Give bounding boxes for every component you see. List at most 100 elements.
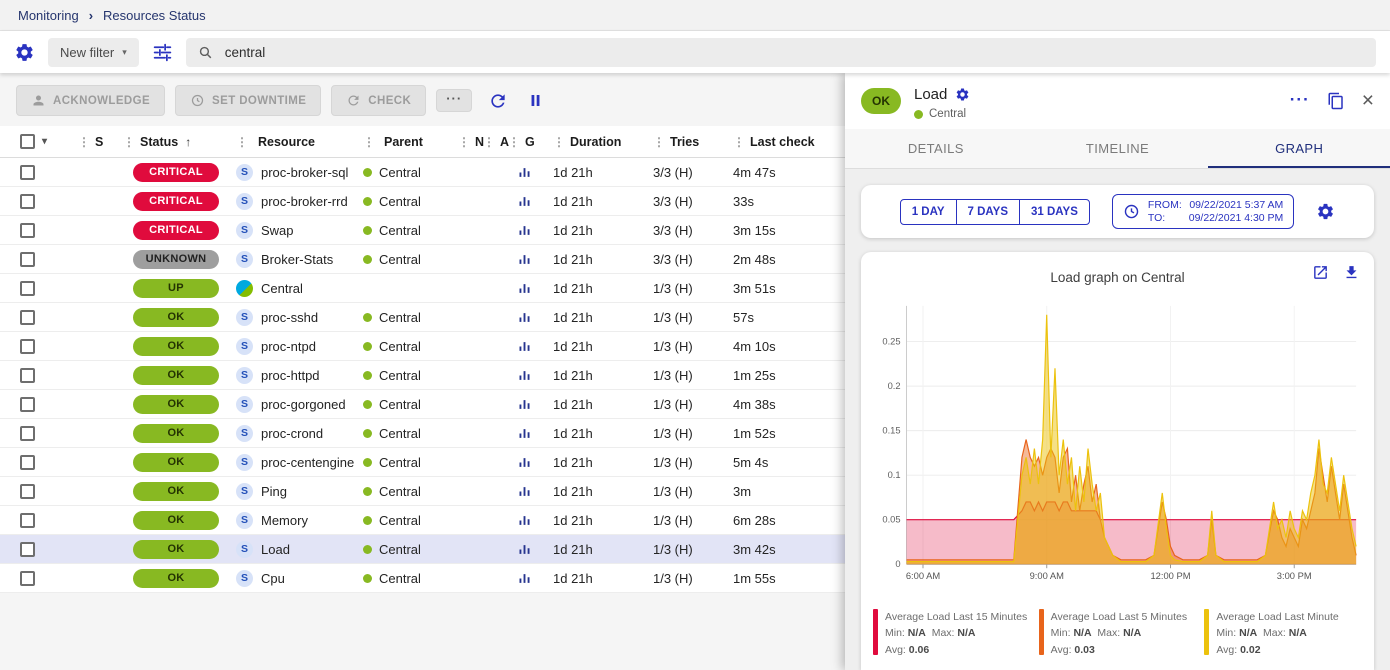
- table-row[interactable]: OK S Ping Central 1d 21h 1/3 (H) 3m: [0, 477, 845, 506]
- copy-link-icon[interactable]: [1327, 92, 1345, 110]
- resource-name[interactable]: Central: [261, 280, 303, 296]
- tab-timeline[interactable]: TIMELINE: [1085, 141, 1150, 156]
- graph-icon[interactable]: [517, 281, 532, 296]
- select-dropdown-caret-icon[interactable]: ▾: [42, 136, 48, 147]
- row-checkbox[interactable]: [20, 512, 35, 528]
- resource-name[interactable]: Memory: [261, 512, 308, 528]
- parent-name[interactable]: Central: [379, 222, 421, 238]
- sort-asc-icon[interactable]: ↑: [185, 134, 192, 149]
- graph-icon[interactable]: [517, 368, 532, 383]
- resource-name[interactable]: proc-httpd: [261, 367, 320, 383]
- range-7days-button[interactable]: 7 DAYS: [955, 198, 1021, 225]
- graph-icon[interactable]: [517, 194, 532, 209]
- graph-settings-gear-icon[interactable]: [1316, 202, 1335, 221]
- parent-name[interactable]: Central: [379, 309, 421, 325]
- parent-name[interactable]: Central: [379, 570, 421, 586]
- row-checkbox[interactable]: [20, 338, 35, 354]
- row-checkbox[interactable]: [20, 251, 35, 267]
- graph-icon[interactable]: [517, 252, 532, 267]
- row-checkbox[interactable]: [20, 309, 35, 325]
- row-checkbox[interactable]: [20, 396, 35, 412]
- column-header-tries[interactable]: ⋮ Tries: [645, 126, 725, 157]
- parent-name[interactable]: Central: [379, 512, 421, 528]
- parent-name[interactable]: Central: [379, 483, 421, 499]
- set-downtime-button[interactable]: SET DOWNTIME: [175, 85, 322, 116]
- graph-icon[interactable]: [517, 571, 532, 586]
- parent-name[interactable]: Central: [379, 338, 421, 354]
- resource-name[interactable]: proc-sshd: [261, 309, 319, 325]
- column-header-resource[interactable]: ⋮ Resource: [228, 126, 355, 157]
- column-header-a[interactable]: ⋮ A: [475, 126, 509, 157]
- resource-name[interactable]: proc-gorgoned: [261, 396, 346, 412]
- column-header-last-check[interactable]: ⋮ Last check: [725, 126, 845, 157]
- filter-settings-gear-icon[interactable]: [14, 42, 35, 63]
- resource-name[interactable]: proc-ntpd: [261, 338, 316, 354]
- column-header-severity[interactable]: ⋮ S: [70, 126, 115, 157]
- table-row[interactable]: OK S Cpu Central 1d 21h 1/3 (H) 1m 55s: [0, 564, 845, 593]
- new-filter-button[interactable]: New filter ▾: [48, 37, 139, 67]
- tab-details[interactable]: DETAILS: [907, 141, 964, 156]
- resource-name[interactable]: Swap: [261, 222, 294, 238]
- legend-item[interactable]: Average Load Last 5 Minutes Min: N/A Max:…: [1038, 609, 1197, 658]
- search-field[interactable]: [185, 37, 1376, 67]
- resource-name[interactable]: proc-broker-rrd: [261, 193, 348, 209]
- custom-time-range[interactable]: FROM: 09/22/2021 5:37 AM TO: 09/22/2021 …: [1111, 194, 1295, 229]
- legend-item[interactable]: Average Load Last Minute Min: N/A Max: N/…: [1204, 609, 1362, 658]
- column-header-duration[interactable]: ⋮ Duration: [545, 126, 645, 157]
- parent-name[interactable]: Central: [379, 454, 421, 470]
- legend-item[interactable]: Average Load Last 15 Minutes Min: N/A Max…: [873, 609, 1031, 658]
- resource-name[interactable]: proc-crond: [261, 425, 324, 441]
- breadcrumb-monitoring[interactable]: Monitoring: [18, 7, 79, 23]
- graph-icon[interactable]: [517, 310, 532, 325]
- parent-name[interactable]: Central: [379, 367, 421, 383]
- tab-graph[interactable]: GRAPH: [1208, 129, 1390, 168]
- table-row[interactable]: UNKNOWN S Broker-Stats Central 1d 21h 3/3 (H)…: [0, 245, 845, 274]
- check-button[interactable]: CHECK: [331, 85, 427, 116]
- row-checkbox[interactable]: [20, 454, 35, 470]
- graph-icon[interactable]: [517, 397, 532, 412]
- resource-settings-gear-icon[interactable]: [955, 87, 970, 102]
- table-row[interactable]: OK S Memory Central 1d 21h 1/3 (H) 6m 28s: [0, 506, 845, 535]
- resource-name[interactable]: Cpu: [261, 570, 285, 586]
- row-checkbox[interactable]: [20, 280, 35, 296]
- graph-icon[interactable]: [517, 339, 532, 354]
- row-checkbox[interactable]: [20, 541, 35, 557]
- column-header-n[interactable]: ⋮ N: [450, 126, 484, 157]
- open-in-new-icon[interactable]: [1312, 264, 1329, 281]
- breadcrumb-resources-status[interactable]: Resources Status: [103, 7, 206, 23]
- resource-name[interactable]: Load: [261, 541, 290, 557]
- column-header-parent[interactable]: ⋮ Parent: [355, 126, 450, 157]
- row-checkbox[interactable]: [20, 164, 35, 180]
- parent-name[interactable]: Central: [379, 251, 421, 267]
- more-actions-button[interactable]: ···: [436, 89, 473, 112]
- graph-icon[interactable]: [517, 542, 532, 557]
- graph-icon[interactable]: [517, 223, 532, 238]
- range-31days-button[interactable]: 31 DAYS: [1019, 198, 1090, 225]
- column-header-g[interactable]: ⋮ G: [500, 126, 545, 157]
- panel-more-icon[interactable]: ···: [1289, 90, 1310, 110]
- search-input[interactable]: [222, 43, 1365, 61]
- row-checkbox[interactable]: [20, 367, 35, 383]
- pause-autorefresh-button[interactable]: [524, 89, 547, 112]
- graph-icon[interactable]: [517, 484, 532, 499]
- graph-icon[interactable]: [517, 165, 532, 180]
- row-checkbox[interactable]: [20, 425, 35, 441]
- graph-icon[interactable]: [517, 455, 532, 470]
- graph-icon[interactable]: [517, 513, 532, 528]
- parent-name[interactable]: Central: [379, 541, 421, 557]
- resource-name[interactable]: Ping: [261, 483, 288, 499]
- row-checkbox[interactable]: [20, 570, 35, 586]
- download-icon[interactable]: [1343, 264, 1360, 281]
- parent-name[interactable]: Central: [379, 164, 421, 180]
- row-checkbox[interactable]: [20, 222, 35, 238]
- graph-icon[interactable]: [517, 426, 532, 441]
- row-checkbox[interactable]: [20, 193, 35, 209]
